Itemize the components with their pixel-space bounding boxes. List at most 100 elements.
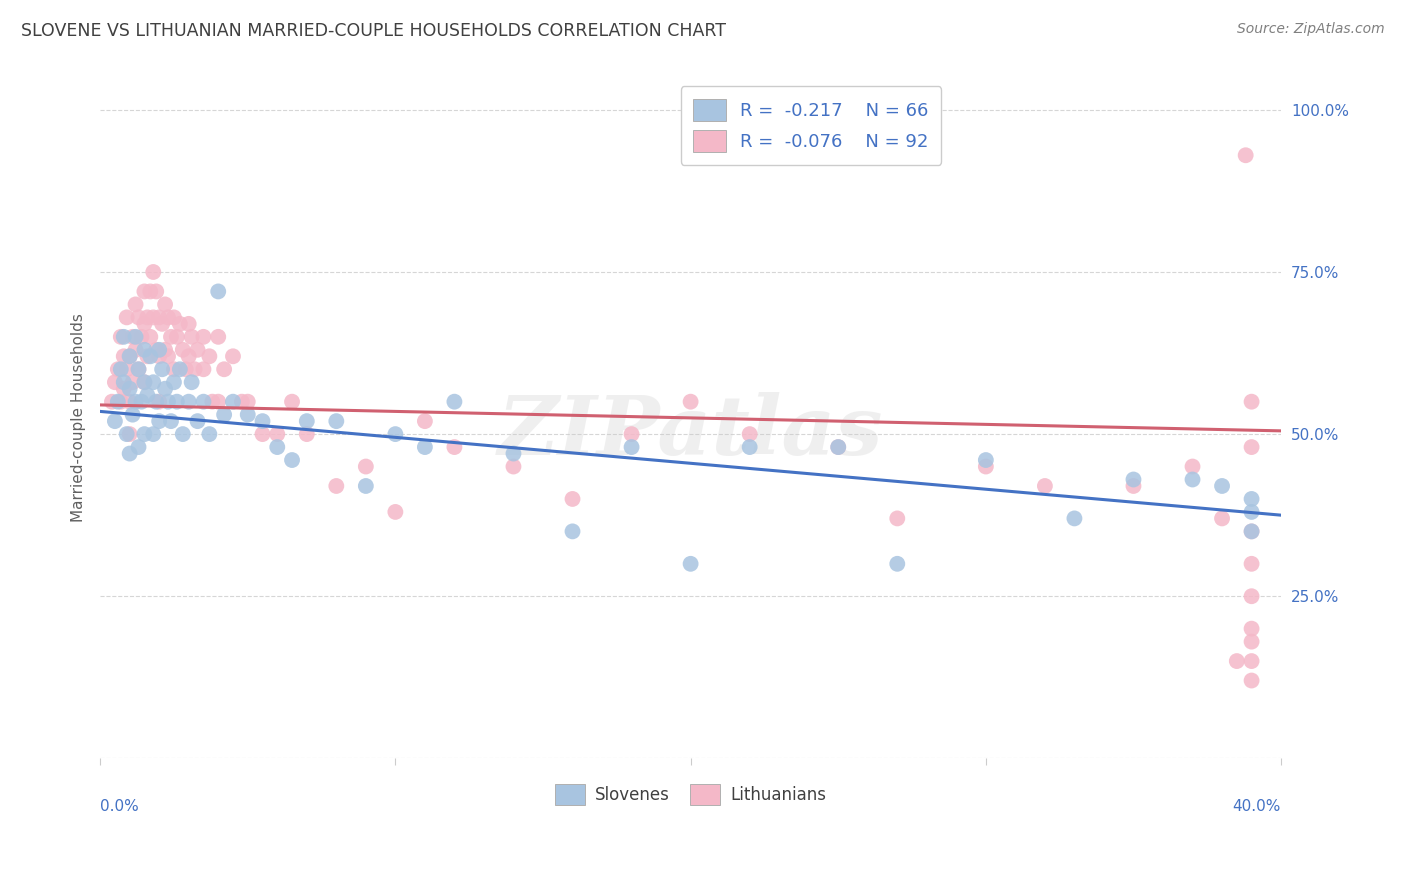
Point <box>163 376 186 390</box>
Point <box>354 479 377 493</box>
Point <box>183 362 205 376</box>
Point <box>131 394 153 409</box>
Point <box>193 330 215 344</box>
Point <box>1240 524 1263 539</box>
Point <box>281 394 304 409</box>
Point <box>384 427 406 442</box>
Point <box>115 362 138 376</box>
Point <box>222 349 245 363</box>
Point <box>207 285 229 299</box>
Point <box>443 440 465 454</box>
Point <box>128 310 150 325</box>
Point <box>738 440 761 454</box>
Point <box>118 349 141 363</box>
Point <box>145 343 167 357</box>
Point <box>1211 511 1233 525</box>
Text: ZIPatlas: ZIPatlas <box>498 392 883 472</box>
Point <box>128 440 150 454</box>
Point <box>738 427 761 442</box>
Point <box>166 394 188 409</box>
Point <box>121 330 143 344</box>
Point <box>974 459 997 474</box>
Point <box>1240 589 1263 603</box>
Point <box>325 479 347 493</box>
Point <box>112 376 135 390</box>
Point <box>160 330 183 344</box>
Point <box>142 265 165 279</box>
Point <box>157 394 180 409</box>
Point <box>172 343 194 357</box>
Point <box>124 330 146 344</box>
Text: 0.0%: 0.0% <box>100 799 139 814</box>
Point <box>110 394 132 409</box>
Point <box>193 362 215 376</box>
Point <box>160 414 183 428</box>
Point <box>150 317 173 331</box>
Legend: Slovenes, Lithuanians: Slovenes, Lithuanians <box>548 778 832 812</box>
Point <box>148 394 170 409</box>
Point <box>1240 440 1263 454</box>
Point <box>174 362 197 376</box>
Point <box>1240 557 1263 571</box>
Point <box>502 459 524 474</box>
Point <box>295 427 318 442</box>
Point <box>163 310 186 325</box>
Point <box>502 446 524 460</box>
Point <box>124 297 146 311</box>
Point <box>134 317 156 331</box>
Point <box>886 511 908 525</box>
Point <box>886 557 908 571</box>
Point <box>1226 654 1249 668</box>
Point <box>561 491 583 506</box>
Point <box>561 524 583 539</box>
Point <box>354 459 377 474</box>
Point <box>166 330 188 344</box>
Point <box>222 394 245 409</box>
Point <box>136 310 159 325</box>
Point <box>136 388 159 402</box>
Point <box>157 349 180 363</box>
Point <box>150 362 173 376</box>
Point <box>148 414 170 428</box>
Point <box>110 330 132 344</box>
Point <box>236 408 259 422</box>
Point <box>1181 459 1204 474</box>
Point <box>134 376 156 390</box>
Point <box>153 382 176 396</box>
Point <box>679 394 702 409</box>
Point <box>1240 394 1263 409</box>
Point <box>153 343 176 357</box>
Point <box>139 285 162 299</box>
Point <box>212 362 235 376</box>
Point <box>112 382 135 396</box>
Point <box>145 285 167 299</box>
Point <box>107 362 129 376</box>
Point <box>266 427 288 442</box>
Point <box>169 317 191 331</box>
Point <box>1240 622 1263 636</box>
Point <box>101 394 124 409</box>
Point <box>198 427 221 442</box>
Point <box>134 285 156 299</box>
Point <box>153 297 176 311</box>
Point <box>620 440 643 454</box>
Point <box>104 414 127 428</box>
Point <box>142 376 165 390</box>
Point <box>134 343 156 357</box>
Point <box>1211 479 1233 493</box>
Point <box>180 330 202 344</box>
Text: SLOVENE VS LITHUANIAN MARRIED-COUPLE HOUSEHOLDS CORRELATION CHART: SLOVENE VS LITHUANIAN MARRIED-COUPLE HOU… <box>21 22 725 40</box>
Point <box>112 330 135 344</box>
Point <box>384 505 406 519</box>
Point <box>139 349 162 363</box>
Point <box>1181 473 1204 487</box>
Point <box>236 394 259 409</box>
Point <box>413 414 436 428</box>
Point <box>187 414 209 428</box>
Point <box>974 453 997 467</box>
Point <box>177 349 200 363</box>
Point <box>118 382 141 396</box>
Point <box>142 427 165 442</box>
Point <box>121 376 143 390</box>
Point <box>121 408 143 422</box>
